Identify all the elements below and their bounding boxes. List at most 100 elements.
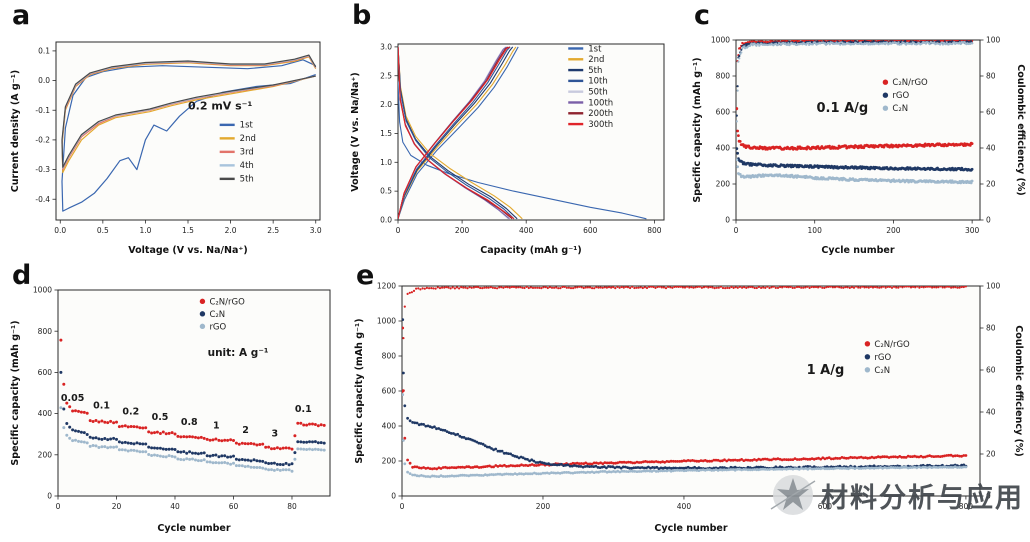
svg-text:400: 400 (677, 502, 692, 511)
svg-text:0: 0 (400, 502, 405, 511)
svg-text:1200: 1200 (377, 282, 396, 291)
svg-text:40: 40 (986, 144, 996, 153)
panel-b-label: b (352, 0, 372, 31)
svg-text:200: 200 (886, 226, 901, 235)
panel-d: d 0 20 40 60 80 0 200 400 600 800 1000 Cycle number… (6, 262, 344, 538)
svg-text:1st: 1st (588, 44, 602, 54)
svg-text:Cycle number: Cycle number (157, 523, 230, 534)
svg-text:0: 0 (734, 226, 739, 235)
svg-text:60: 60 (229, 502, 239, 511)
panel-c: c 0 100 200 300 0 200 400 600 800 1000 0 20 40 60 80 10… (688, 2, 1026, 260)
svg-text:2: 2 (242, 425, 249, 436)
svg-text:600: 600 (38, 368, 53, 377)
svg-text:C₂N/rGO: C₂N/rGO (892, 78, 928, 88)
svg-text:800: 800 (959, 502, 974, 511)
svg-text:Cycle number: Cycle number (654, 523, 727, 534)
svg-text:400: 400 (38, 409, 53, 418)
svg-text:-0.4: -0.4 (35, 195, 50, 204)
svg-text:800: 800 (716, 72, 731, 81)
svg-text:Specific capacity (mAh g⁻¹): Specific capacity (mAh g⁻¹) (10, 320, 21, 465)
svg-text:0.8: 0.8 (181, 417, 198, 428)
svg-text:2.0: 2.0 (225, 226, 237, 235)
panel-d-label: d (12, 260, 32, 291)
svg-text:C₂N: C₂N (892, 104, 908, 114)
svg-text:10th: 10th (588, 77, 608, 87)
svg-text:600: 600 (583, 226, 598, 235)
svg-text:200th: 200th (588, 109, 613, 119)
svg-text:200: 200 (536, 502, 551, 511)
panel-e: e 0 200 400 600 800 0 200 400 600 800 1000 1200 0 20 4… (350, 262, 1024, 538)
svg-text:40: 40 (170, 502, 180, 511)
svg-text:0.1: 0.1 (295, 404, 312, 415)
svg-text:0.0: 0.0 (38, 76, 50, 85)
svg-text:C₂N: C₂N (209, 310, 225, 320)
svg-text:20: 20 (112, 502, 122, 511)
svg-text:4th: 4th (240, 161, 254, 171)
watermark: 材料分析与应用 (770, 472, 1024, 518)
svg-text:Voltage (V vs. Na/Na⁺): Voltage (V vs. Na/Na⁺) (128, 245, 247, 256)
svg-text:0.05: 0.05 (61, 393, 84, 404)
svg-text:1000: 1000 (33, 286, 52, 295)
svg-text:80: 80 (986, 72, 996, 81)
svg-text:Specific capacity (mAh g⁻¹): Specific capacity (mAh g⁻¹) (692, 57, 703, 202)
svg-text:0.2 mV s⁻¹: 0.2 mV s⁻¹ (188, 100, 252, 113)
svg-text:rGO: rGO (874, 353, 891, 363)
svg-text:0.1: 0.1 (93, 400, 110, 411)
svg-text:200: 200 (716, 180, 731, 189)
svg-text:Current density (A g⁻¹): Current density (A g⁻¹) (10, 70, 21, 192)
svg-text:0.5: 0.5 (380, 187, 392, 196)
svg-text:1.5: 1.5 (182, 226, 194, 235)
svg-text:unit: A g⁻¹: unit: A g⁻¹ (208, 347, 269, 359)
svg-text:0: 0 (396, 226, 401, 235)
svg-text:Specific capacity (mAh g⁻¹): Specific capacity (mAh g⁻¹) (354, 318, 365, 463)
svg-text:0.0: 0.0 (380, 216, 392, 225)
svg-text:2.5: 2.5 (380, 71, 392, 80)
svg-text:20: 20 (986, 450, 996, 459)
svg-text:0.5: 0.5 (97, 226, 109, 235)
svg-text:800: 800 (382, 352, 397, 361)
svg-text:600: 600 (818, 502, 833, 511)
svg-text:400: 400 (382, 422, 397, 431)
watermark-logo-icon (770, 475, 816, 515)
svg-text:100: 100 (808, 226, 823, 235)
svg-text:80: 80 (986, 324, 996, 333)
svg-text:100: 100 (986, 282, 1001, 291)
svg-text:0: 0 (986, 216, 991, 225)
long-cycling-1Ag-chart: 0 200 400 600 800 0 200 400 600 800 1000 1200 0 20 40 6… (354, 282, 1024, 534)
svg-text:3rd: 3rd (240, 148, 254, 158)
svg-text:-0.2: -0.2 (35, 136, 50, 145)
svg-text:2nd: 2nd (588, 55, 604, 65)
svg-text:rGO: rGO (892, 91, 909, 101)
svg-text:5th: 5th (588, 66, 602, 76)
svg-text:1 A/g: 1 A/g (807, 363, 845, 378)
svg-text:20: 20 (986, 180, 996, 189)
svg-text:3.0: 3.0 (310, 226, 322, 235)
voltage-profile-chart: 0 200 400 600 800 0.0 0.5 1.0 1.5 2.0 2.5 3.0 Capaci… (350, 42, 665, 256)
svg-text:0.5: 0.5 (152, 412, 169, 423)
svg-text:400: 400 (519, 226, 534, 235)
svg-text:200: 200 (455, 226, 470, 235)
svg-text:80: 80 (287, 502, 297, 511)
panel-e-label: e (356, 260, 375, 291)
svg-text:C₂N/rGO: C₂N/rGO (874, 340, 910, 350)
cv-chart: 0.0 0.5 1.0 1.5 2.0 2.5 3.0 -0.4 -0.3 -0.2 -0.1 0.0… (10, 41, 322, 256)
svg-text:800: 800 (38, 327, 53, 336)
svg-text:Coulombic efficiency (%): Coulombic efficiency (%) (1015, 64, 1026, 195)
svg-text:1: 1 (213, 420, 220, 431)
svg-text:3: 3 (272, 429, 279, 440)
svg-text:0.0: 0.0 (54, 226, 66, 235)
panel-a: a 0.0 0.5 1.0 1.5 2.0 2.5 3.0 -0.4 -0.3 -0.2 -0.1 0… (6, 2, 340, 260)
svg-text:2.0: 2.0 (380, 100, 392, 109)
svg-text:3.0: 3.0 (380, 42, 392, 51)
svg-text:200: 200 (382, 457, 397, 466)
svg-text:2.5: 2.5 (267, 226, 279, 235)
svg-text:60: 60 (986, 108, 996, 117)
svg-text:Voltage (V vs. Na/Na⁺): Voltage (V vs. Na/Na⁺) (350, 72, 361, 191)
svg-text:rGO: rGO (209, 322, 226, 332)
svg-text:0: 0 (986, 492, 991, 501)
svg-text:60: 60 (986, 366, 996, 375)
svg-text:1.0: 1.0 (380, 158, 392, 167)
svg-text:400: 400 (716, 144, 731, 153)
